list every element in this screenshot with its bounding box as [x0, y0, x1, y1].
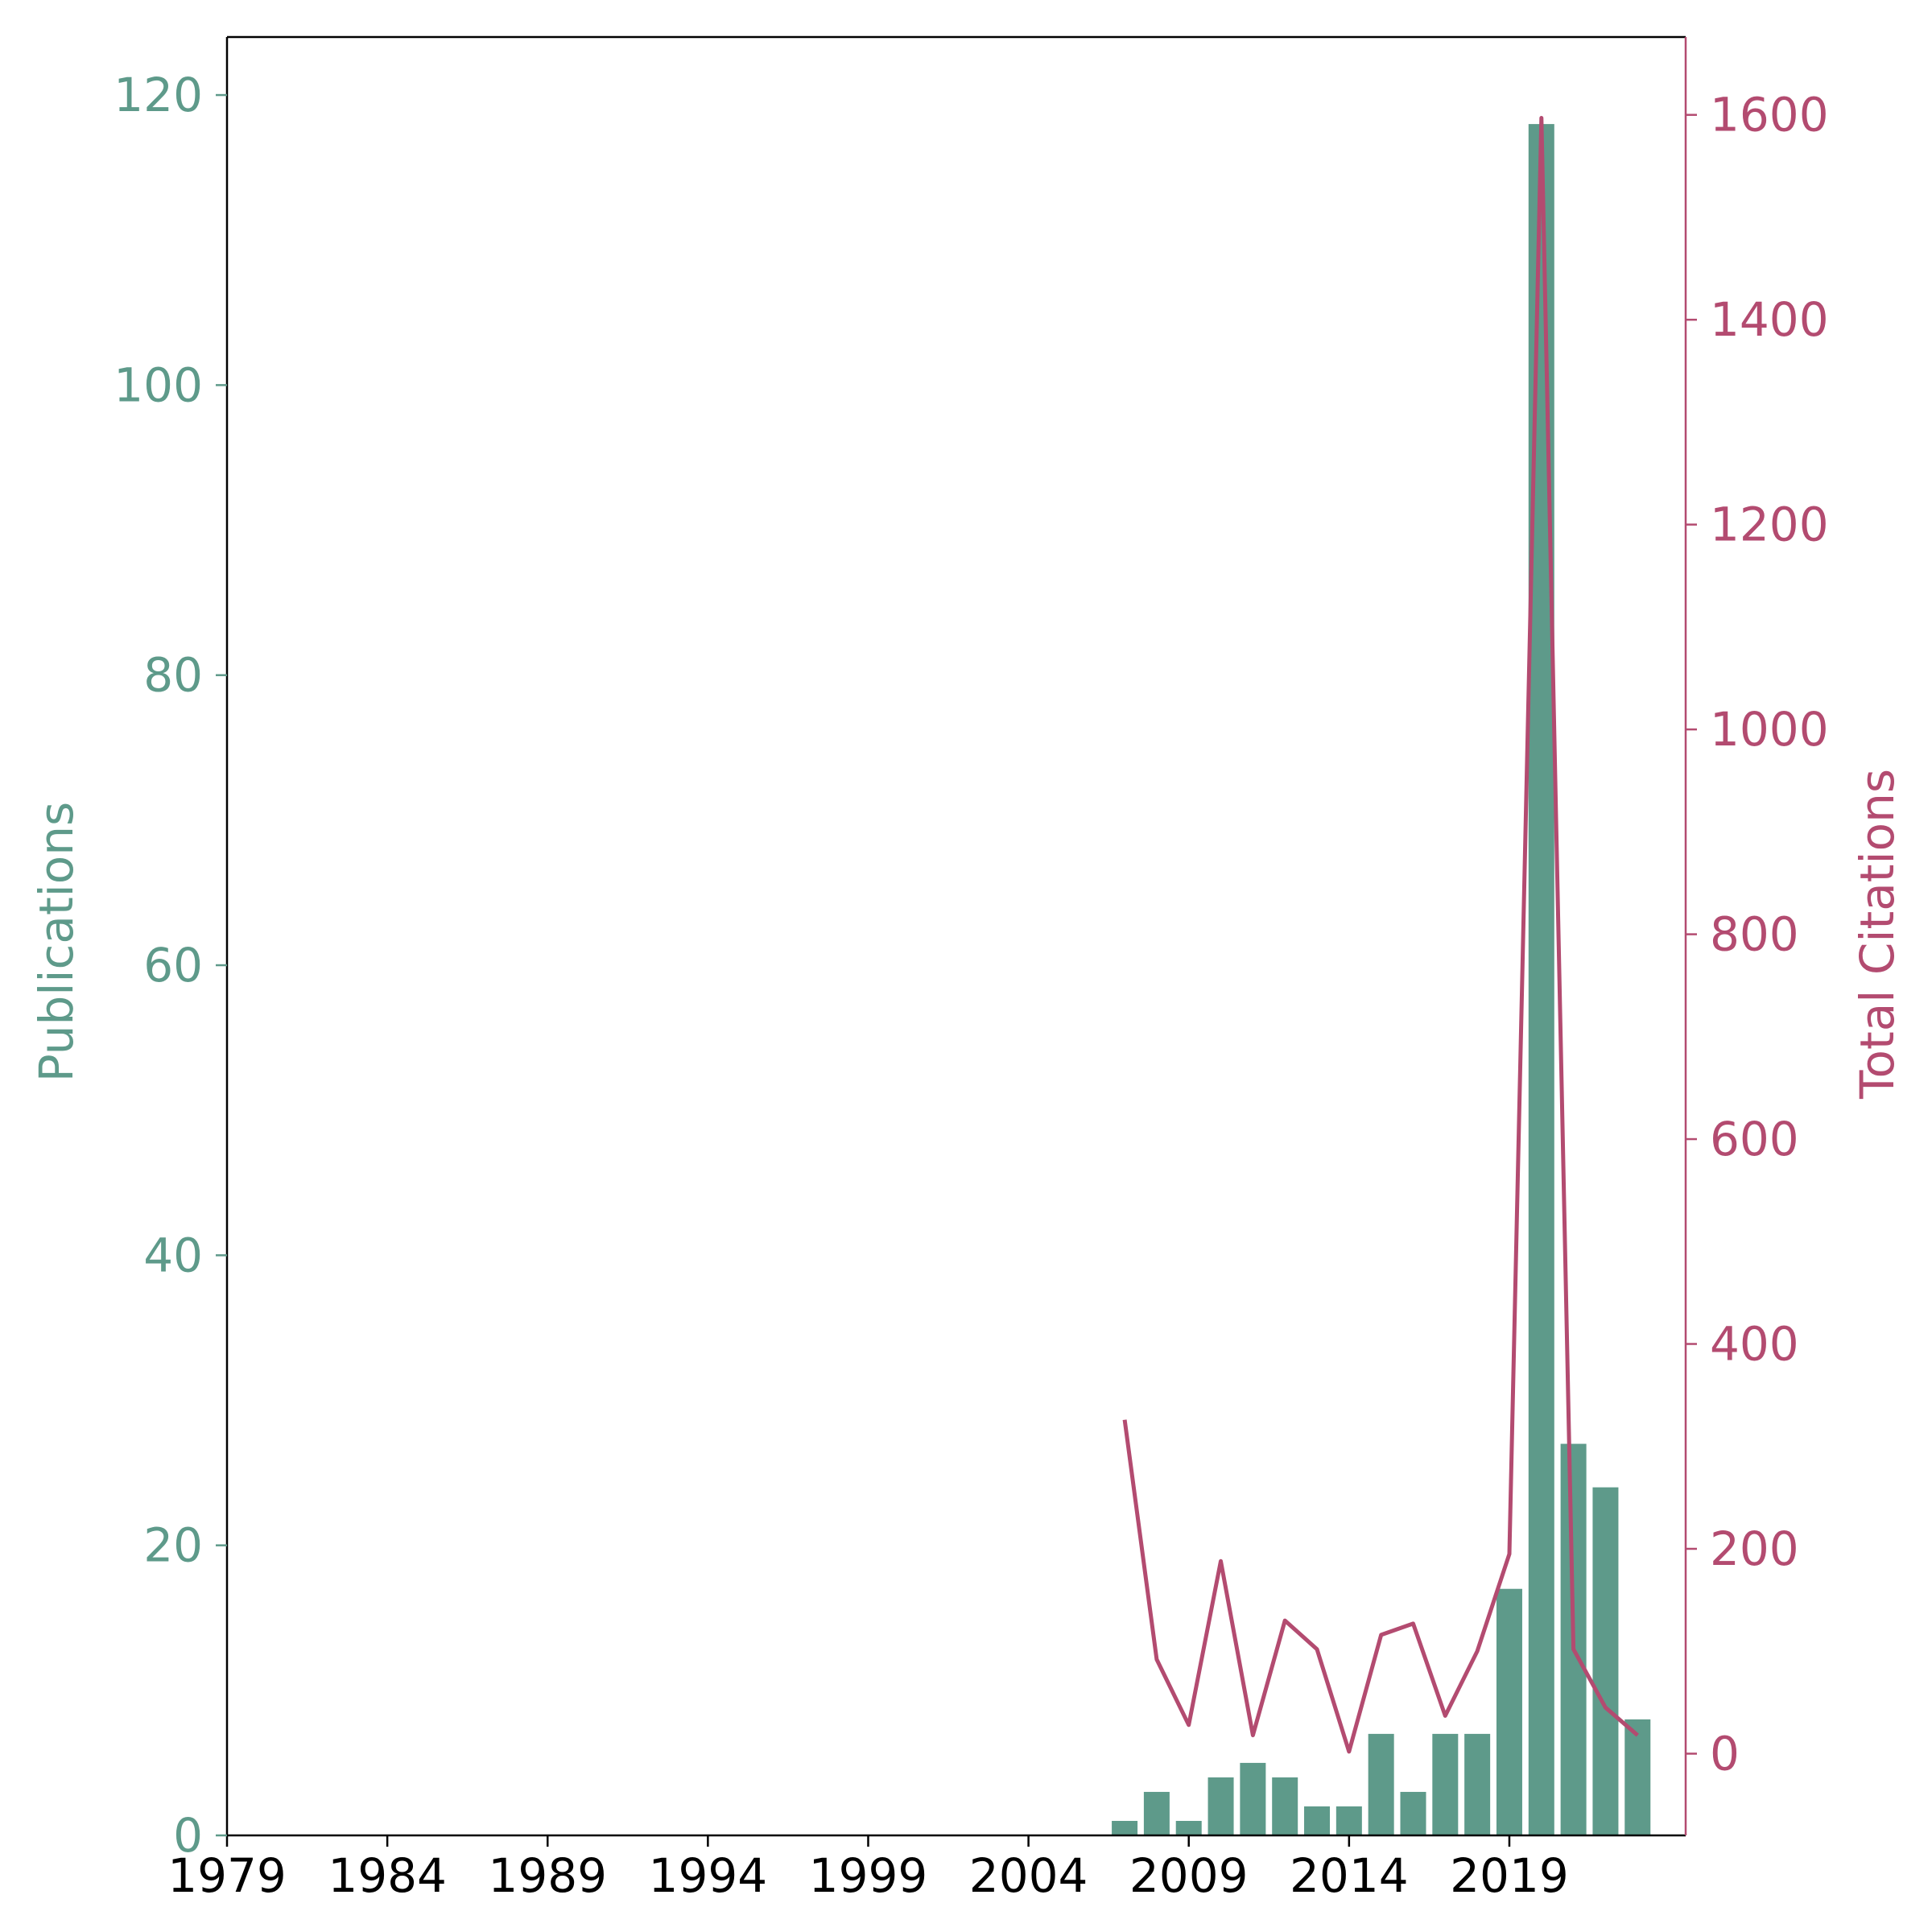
y-left-tick-label-60: 60 [143, 938, 203, 993]
x-tick-label-2004: 2004 [969, 1848, 1088, 1903]
bar-2008 [1143, 1791, 1170, 1835]
y-right-tick-label-1200: 1200 [1710, 497, 1829, 552]
bar-2019 [1496, 1588, 1522, 1835]
x-tick-label-2019: 2019 [1450, 1848, 1569, 1903]
y-right-tick-label-200: 200 [1710, 1521, 1799, 1576]
y-left-tick-label-120: 120 [114, 68, 203, 122]
bar-2012 [1272, 1777, 1298, 1835]
bar-2018 [1464, 1733, 1491, 1835]
x-tick-label-2009: 2009 [1129, 1848, 1249, 1903]
y-right-tick-label-600: 600 [1710, 1112, 1799, 1166]
y-axis-right-title: Total Citations [1850, 769, 1905, 1100]
y-left-tick-label-0: 0 [173, 1808, 203, 1863]
citations-line [1122, 116, 1639, 1754]
y-left-tick-label-40: 40 [143, 1228, 203, 1282]
bar-2020 [1528, 124, 1554, 1836]
y-left-tick-label-100: 100 [114, 357, 203, 412]
bar-2017 [1432, 1733, 1459, 1835]
x-tick-label-1989: 1989 [488, 1848, 607, 1903]
publication-bars [1112, 124, 1651, 1836]
y-left-tick-label-20: 20 [143, 1518, 203, 1573]
bar-2015 [1368, 1733, 1394, 1835]
x-tick-label-2014: 2014 [1290, 1848, 1409, 1903]
axes: 1979 1984 1989 1994 1999 2004 2009 2014 2019 0 20 4… [114, 35, 1829, 1903]
y-right-tick-label-1000: 1000 [1710, 702, 1829, 757]
y-right-tick-label-0: 0 [1710, 1726, 1740, 1781]
bar-2014 [1335, 1806, 1362, 1835]
bar-2023 [1624, 1719, 1651, 1835]
y-left-tick-label-80: 80 [143, 648, 203, 703]
y-axis-left-title: Publications [29, 802, 84, 1083]
bar-2009 [1175, 1820, 1202, 1835]
bar-2011 [1240, 1762, 1266, 1835]
y-right-tick-label-400: 400 [1710, 1317, 1799, 1372]
bar-2022 [1592, 1487, 1619, 1835]
bar-2010 [1208, 1777, 1234, 1835]
x-tick-label-1999: 1999 [809, 1848, 928, 1903]
bar-2007 [1112, 1820, 1138, 1835]
x-tick-label-1979: 1979 [167, 1848, 287, 1903]
y-right-tick-label-800: 800 [1710, 907, 1799, 962]
x-tick-label-1994: 1994 [649, 1848, 768, 1903]
bar-2013 [1304, 1806, 1331, 1835]
y-right-tick-label-1600: 1600 [1710, 88, 1829, 142]
x-tick-label-1984: 1984 [328, 1848, 447, 1903]
bar-2016 [1400, 1791, 1426, 1835]
citations-line-layer [1122, 116, 1639, 1754]
y-right-tick-label-1400: 1400 [1710, 292, 1829, 347]
